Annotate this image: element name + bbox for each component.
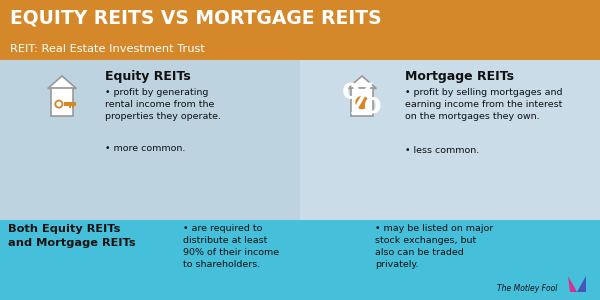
Polygon shape — [366, 83, 369, 88]
Bar — [64, 102, 76, 106]
Polygon shape — [568, 276, 577, 292]
Circle shape — [56, 101, 61, 107]
Text: • are required to
distribute at least
90% of their income
to shareholders.: • are required to distribute at least 90… — [183, 224, 279, 269]
FancyBboxPatch shape — [51, 88, 73, 116]
Text: • more common.: • more common. — [105, 144, 185, 153]
Polygon shape — [348, 76, 376, 88]
Polygon shape — [48, 76, 76, 88]
Bar — [73, 106, 74, 108]
Text: Mortgage REITs: Mortgage REITs — [405, 70, 514, 83]
Polygon shape — [577, 276, 586, 292]
Circle shape — [53, 99, 64, 109]
Text: REIT: Real Estate Investment Trust: REIT: Real Estate Investment Trust — [10, 44, 205, 54]
FancyBboxPatch shape — [0, 60, 300, 220]
Text: Equity REITs: Equity REITs — [105, 70, 191, 83]
FancyBboxPatch shape — [300, 60, 600, 220]
Text: Both Equity REITs
and Mortgage REITs: Both Equity REITs and Mortgage REITs — [8, 224, 136, 248]
Text: The Motley Fool: The Motley Fool — [497, 284, 557, 293]
Text: • profit by selling mortgages and
earning income from the interest
on the mortga: • profit by selling mortgages and earnin… — [405, 88, 563, 121]
Text: EQUITY REITS VS MORTGAGE REITS: EQUITY REITS VS MORTGAGE REITS — [10, 8, 382, 27]
Text: • less common.: • less common. — [405, 146, 479, 155]
Text: • may be listed on major
stock exchanges, but
also can be traded
privately.: • may be listed on major stock exchanges… — [375, 224, 493, 269]
Text: • profit by generating
rental income from the
properties they operate.: • profit by generating rental income fro… — [105, 88, 221, 121]
Bar — [69, 106, 71, 108]
FancyBboxPatch shape — [0, 0, 600, 70]
Polygon shape — [66, 83, 69, 88]
Circle shape — [354, 95, 370, 110]
FancyBboxPatch shape — [351, 88, 373, 116]
FancyBboxPatch shape — [0, 220, 600, 300]
Text: %: % — [342, 82, 382, 122]
